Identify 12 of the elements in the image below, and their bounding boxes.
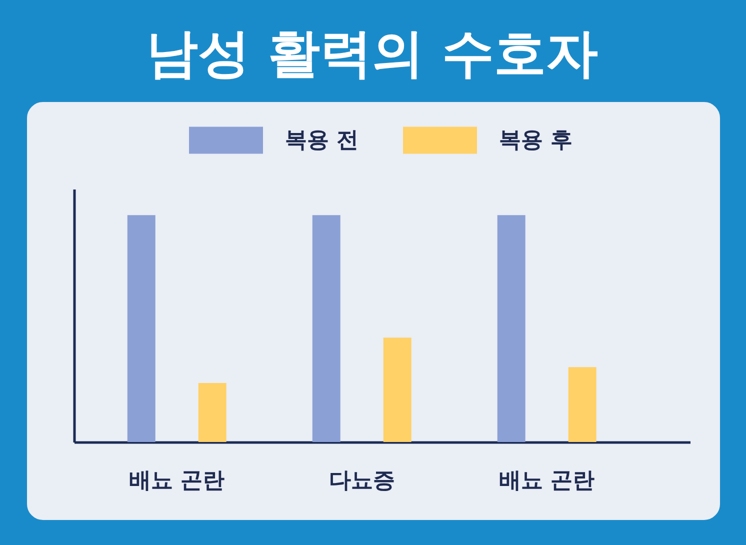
bar <box>497 215 526 442</box>
bar <box>383 338 412 442</box>
x-tick-label: 배뇨 곤란 <box>499 468 595 494</box>
chart-title: 남성 활력의 수호자 <box>146 24 598 84</box>
bar <box>312 215 340 442</box>
bar <box>198 383 226 442</box>
x-tick-label: 배뇨 곤란 <box>129 468 225 494</box>
legend-label: 복용 후 <box>499 127 573 154</box>
bar <box>127 215 156 442</box>
bar <box>568 367 596 442</box>
legend-label: 복용 전 <box>285 127 359 154</box>
x-tick-label: 다뇨증 <box>328 468 395 494</box>
